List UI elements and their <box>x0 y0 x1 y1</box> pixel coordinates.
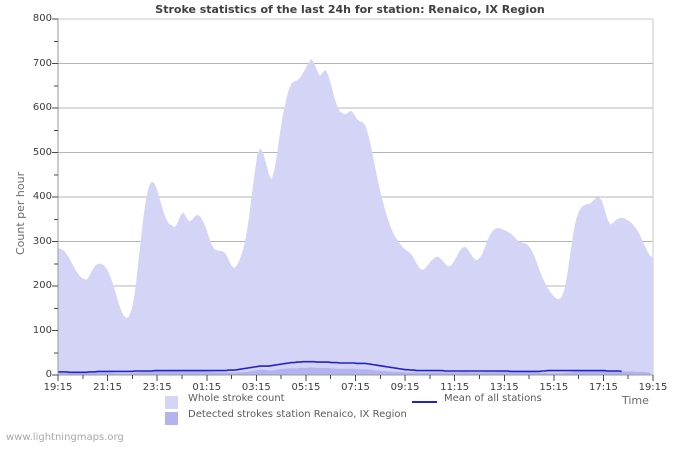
y-tick-label: 400 <box>32 191 52 202</box>
y-tick-label: 500 <box>32 146 52 158</box>
x-tick-label: 07:15 <box>341 382 370 393</box>
x-tick-label: 01:15 <box>192 382 222 393</box>
legend-label: Mean of all stations <box>444 393 542 404</box>
legend-swatch <box>165 396 178 409</box>
x-tick-label: 09:15 <box>390 382 420 393</box>
y-tick-label: 800 <box>32 13 52 24</box>
x-tick-label: 19:15 <box>638 382 668 393</box>
chart-title: Stroke statistics of the last 24h for st… <box>155 3 545 16</box>
legend-label: Whole stroke count <box>188 393 285 404</box>
footer-watermark: www.lightningmaps.org <box>6 432 124 443</box>
legend-swatch <box>165 412 178 425</box>
y-tick-label: 0 <box>45 369 52 380</box>
x-axis-label: Time <box>622 394 649 407</box>
x-tick-label: 03:15 <box>241 382 271 393</box>
x-tick-label: 05:15 <box>291 382 321 393</box>
x-tick-label: 17:15 <box>588 382 618 393</box>
y-tick-label: 700 <box>32 57 52 69</box>
x-tick-label: 13:15 <box>489 382 519 393</box>
y-tick-label: 300 <box>32 235 52 247</box>
x-tick-label: 11:15 <box>440 382 470 393</box>
legend-line-marker <box>412 401 437 403</box>
x-tick-label: 23:15 <box>142 382 172 393</box>
y-tick-label: 100 <box>32 324 52 336</box>
legend-label: Detected strokes station Renaico, IX Reg… <box>188 409 407 420</box>
x-tick-label: 19:15 <box>43 382 73 393</box>
x-tick-label: 15:15 <box>539 382 569 393</box>
y-tick-label: 600 <box>32 102 52 113</box>
y-tick-label: 200 <box>32 280 52 291</box>
x-tick-label: 21:15 <box>93 382 122 393</box>
